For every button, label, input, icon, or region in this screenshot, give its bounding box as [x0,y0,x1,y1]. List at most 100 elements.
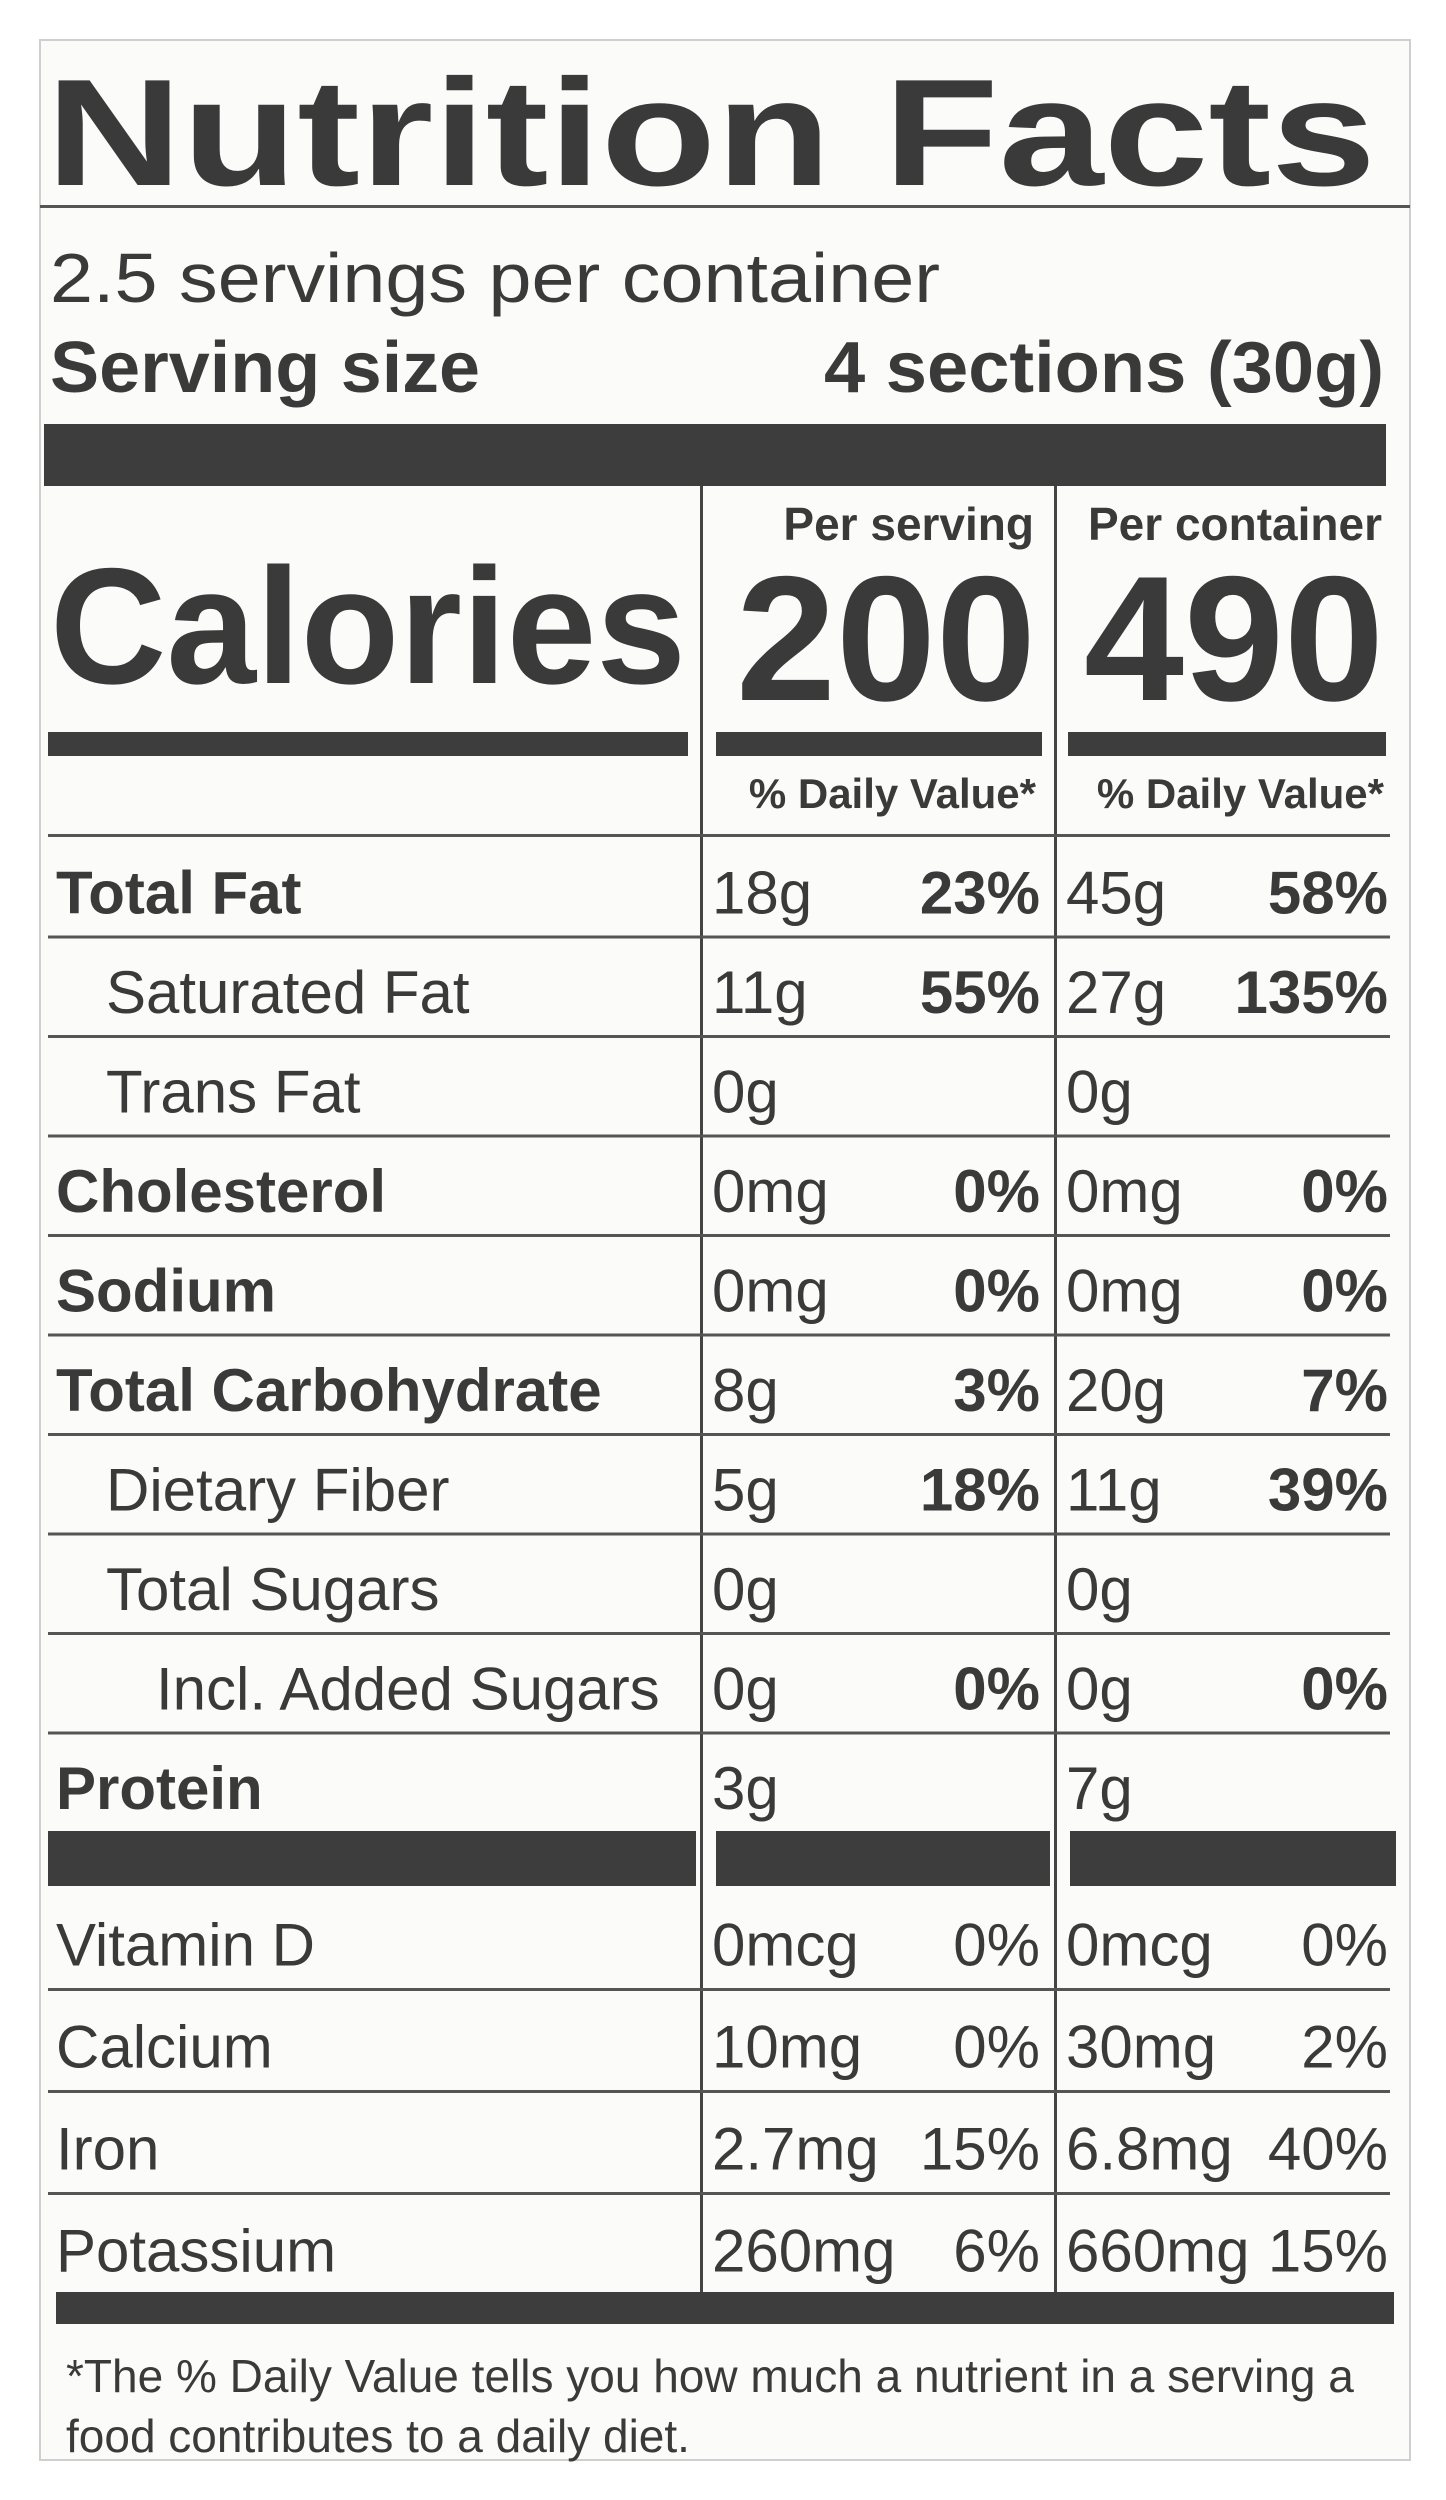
amount: 0g [1066,1556,1133,1623]
nutrient-name: Saturated Fat [106,959,470,1026]
percent: 0% [953,1912,1040,1979]
row-rule [48,1234,1390,1237]
amount: 0mg [712,1258,829,1325]
title: Nutrition Facts [46,48,1376,218]
servings: 2.5 servings per container [50,239,940,317]
percent: 0% [953,2014,1040,2081]
row-rule [48,1035,1390,1038]
row-rule [48,1134,1390,1138]
amount: 0mg [1066,1258,1183,1325]
bar [48,1831,696,1886]
percent: 39% [1268,1457,1388,1524]
daily-value-label: % Daily Value* [749,770,1037,817]
amount: 0mcg [712,1912,859,1979]
row-rule [48,1433,1390,1436]
thick-bar [44,424,1386,486]
percent: 15% [1268,2218,1388,2285]
nutrient-name: Trans Fat [106,1059,361,1126]
calories-value: 490 [1084,539,1384,738]
bar [716,1831,1050,1886]
serving-size-label: Serving size [50,328,480,408]
row-rule [48,2192,1390,2195]
amount: 45g [1066,860,1166,927]
percent: 0% [1301,1656,1388,1723]
percent: 55% [920,959,1040,1026]
row-rule [48,935,1390,939]
amount: 27g [1066,959,1166,1026]
percent: 7% [1301,1357,1388,1424]
amount: 30mg [1066,2014,1216,2081]
nutrient-name: Total Fat [56,860,302,927]
nutrient-name: Sodium [56,1258,276,1325]
column-heading: Per serving [783,498,1034,550]
nutrient-name: Vitamin D [56,1912,315,1979]
amount: 0g [1066,1059,1133,1126]
column-heading: Per container [1088,498,1382,550]
percent: 15% [920,2116,1040,2183]
bar [716,732,1042,756]
percent: 2% [1301,2014,1388,2081]
calories-label: Calories [50,534,686,718]
amount: 10mg [712,2014,862,2081]
footnote: food contributes to a daily diet. [66,2410,690,2462]
amount: 660mg [1066,2218,1249,2285]
nutrient-name: Total Sugars [106,1556,440,1623]
percent: 6% [953,2218,1040,2285]
column-divider [700,486,703,2296]
nutrient-name: Calcium [56,2014,273,2081]
amount: 0g [712,1656,779,1723]
percent: 0% [953,1656,1040,1723]
amount: 0g [712,1059,779,1126]
row-rule [48,1632,1390,1635]
nutrient-name: Protein [56,1755,263,1822]
percent: 40% [1268,2116,1388,2183]
percent: 3% [953,1357,1040,1424]
amount: 0g [712,1556,779,1623]
percent: 0% [1301,1158,1388,1225]
column-divider [1054,486,1057,2296]
row-rule [48,1731,1390,1735]
percent: 135% [1235,959,1388,1026]
nutrient-name: Total Carbohydrate [56,1357,602,1424]
nutrient-name: Iron [56,2116,159,2183]
percent: 0% [1301,1258,1388,1325]
amount: 11g [712,959,808,1026]
amount: 5g [712,1457,779,1524]
nutrient-name: Dietary Fiber [106,1457,449,1524]
daily-value-label: % Daily Value* [1097,770,1385,817]
nutrient-name: Incl. Added Sugars [156,1656,660,1723]
percent: 0% [1301,1912,1388,1979]
amount: 260mg [712,2218,895,2285]
row-rule [48,834,1390,837]
bar [1070,1831,1396,1886]
percent: 58% [1268,860,1388,927]
row-rule [48,2090,1390,2093]
bar [1068,732,1386,756]
rule [40,205,1410,208]
amount: 0g [1066,1656,1133,1723]
percent: 18% [920,1457,1040,1524]
row-rule [48,1333,1390,1337]
amount: 8g [712,1357,779,1424]
nutrient-name: Cholesterol [56,1158,386,1225]
percent: 0% [953,1258,1040,1325]
bar [56,2292,1394,2324]
amount: 7g [1066,1755,1133,1822]
amount: 20g [1066,1357,1166,1424]
percent: 23% [920,860,1040,927]
row-rule [48,1988,1390,1991]
amount: 6.8mg [1066,2116,1233,2183]
amount: 11g [1066,1457,1162,1524]
calories-value: 200 [736,539,1036,738]
amount: 3g [712,1755,779,1822]
nutrient-name: Potassium [56,2218,336,2285]
amount: 0mg [712,1158,829,1225]
footnote: *The % Daily Value tells you how much a … [66,2350,1354,2402]
serving-size-value: 4 sections (30g) [824,328,1384,408]
percent: 0% [953,1158,1040,1225]
bar [48,732,688,756]
amount: 0mg [1066,1158,1183,1225]
amount: 0mcg [1066,1912,1213,1979]
